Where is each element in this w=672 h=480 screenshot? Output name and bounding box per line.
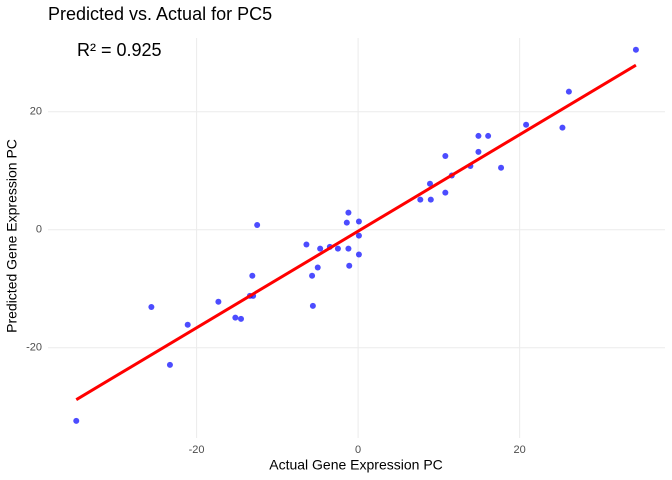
point xyxy=(345,245,352,252)
point xyxy=(148,304,155,311)
point xyxy=(485,132,492,139)
annotation: R² = 0.925 xyxy=(77,40,162,60)
point xyxy=(426,180,433,187)
point xyxy=(317,245,324,252)
point xyxy=(355,232,362,239)
point xyxy=(303,241,310,248)
point xyxy=(346,262,353,269)
point xyxy=(345,209,352,216)
point xyxy=(232,314,239,321)
point xyxy=(355,251,362,258)
y-tick-label: -20 xyxy=(26,342,42,354)
point xyxy=(166,361,173,368)
point xyxy=(309,272,316,279)
point xyxy=(314,264,321,271)
x-tick-label: -20 xyxy=(189,444,205,456)
y-tick-label: 0 xyxy=(36,224,42,236)
point xyxy=(442,189,449,196)
x-tick-label: 20 xyxy=(514,444,526,456)
point xyxy=(559,124,566,131)
point xyxy=(254,222,261,229)
point xyxy=(215,298,222,305)
x-tick-label: 0 xyxy=(355,444,361,456)
y-axis-title: Predicted Gene Expression PC xyxy=(4,139,20,333)
point xyxy=(238,315,245,322)
point xyxy=(334,245,341,252)
point xyxy=(442,152,449,159)
point xyxy=(475,148,482,155)
y-tick-label: 20 xyxy=(30,106,42,118)
x-axis-title: Actual Gene Expression PC xyxy=(269,457,443,473)
point xyxy=(475,132,482,139)
point xyxy=(523,121,530,128)
point xyxy=(427,196,434,203)
point xyxy=(343,219,350,226)
point xyxy=(565,88,572,95)
regression-line xyxy=(75,63,637,401)
point xyxy=(498,164,505,171)
point xyxy=(73,417,80,424)
point xyxy=(417,196,424,203)
point xyxy=(309,302,316,309)
point xyxy=(632,46,639,53)
point xyxy=(184,321,191,328)
point xyxy=(355,218,362,225)
point xyxy=(249,272,256,279)
chart-title: Predicted vs. Actual for PC5 xyxy=(48,4,272,24)
